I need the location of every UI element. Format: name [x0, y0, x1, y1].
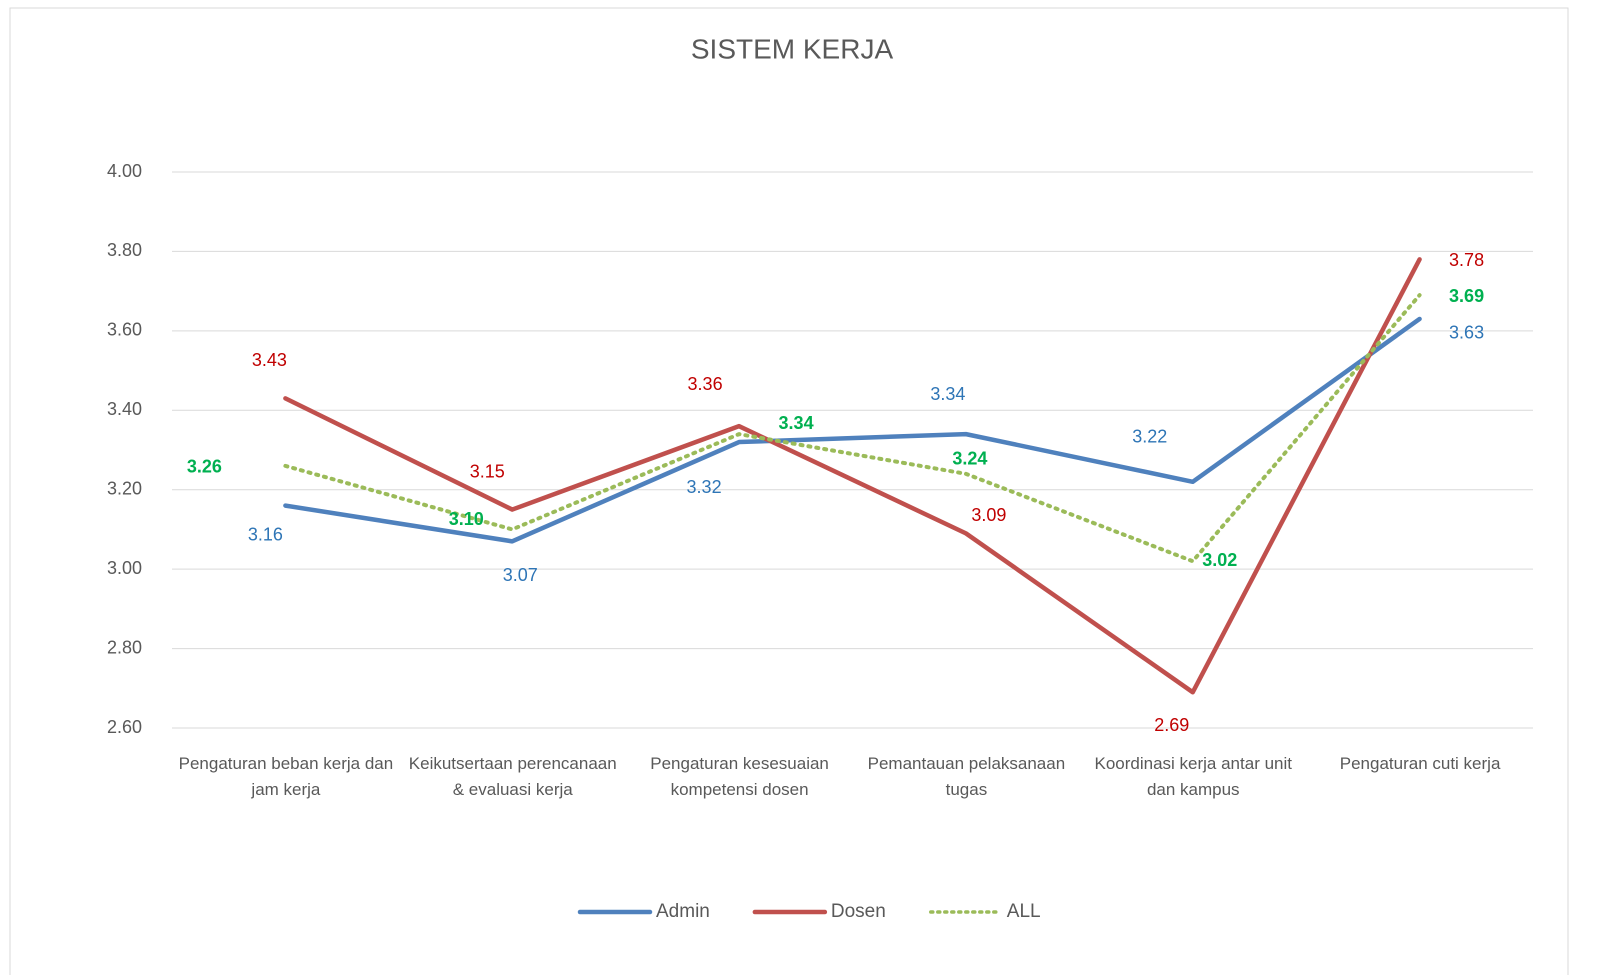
x-tick-label: Pemantauan pelaksanaan tugas [867, 754, 1066, 799]
data-label: 3.09 [971, 505, 1006, 525]
data-label: 3.26 [187, 457, 222, 477]
y-tick-label: 2.60 [107, 717, 142, 737]
y-tick-label: 3.60 [107, 320, 142, 340]
legend-label: ALL [1007, 901, 1041, 922]
data-label: 3.69 [1449, 286, 1484, 306]
x-tick-label: Keikutsertaan perencanaan & evaluasi ker… [408, 754, 617, 799]
data-label: 3.36 [688, 374, 723, 394]
line-series [283, 316, 1422, 544]
data-label: 3.63 [1449, 323, 1484, 343]
chart-frame [9, 7, 1569, 975]
data-label: 3.07 [503, 565, 538, 585]
y-tick-label: 3.40 [107, 399, 142, 419]
data-label: 3.78 [1449, 250, 1484, 270]
y-tick-label: 3.80 [107, 240, 142, 260]
data-label: 3.02 [1202, 550, 1237, 570]
data-label: 3.34 [930, 384, 965, 404]
data-label: 3.22 [1132, 427, 1167, 447]
data-label: 3.16 [248, 524, 283, 544]
data-label: 3.43 [252, 350, 287, 370]
y-tick-label: 4.00 [107, 161, 142, 181]
x-tick-label: Koordinasi kerja antar unit dan kampus [1094, 754, 1292, 799]
chart-title: SISTEM KERJA [691, 33, 894, 64]
x-tick-label: Pengaturan cuti kerja [1339, 754, 1501, 773]
data-label: 3.24 [952, 449, 987, 469]
legend-label: Dosen [831, 901, 886, 922]
data-label: 3.32 [687, 477, 722, 497]
data-label: 3.10 [449, 509, 484, 529]
data-label: 3.34 [779, 413, 814, 433]
y-tick-label: 2.80 [107, 637, 142, 657]
line-series [283, 257, 1422, 695]
legend-label: Admin [656, 901, 710, 922]
data-label: 3.15 [470, 461, 505, 481]
x-tick-label: Pengaturan beban kerja dan jam kerja [178, 754, 394, 799]
y-tick-label: 3.00 [107, 558, 142, 578]
y-tick-label: 3.20 [107, 478, 142, 498]
x-tick-label: Pengaturan kesesuaian kompetensi dosen [650, 754, 829, 799]
data-label: 2.69 [1154, 715, 1189, 735]
